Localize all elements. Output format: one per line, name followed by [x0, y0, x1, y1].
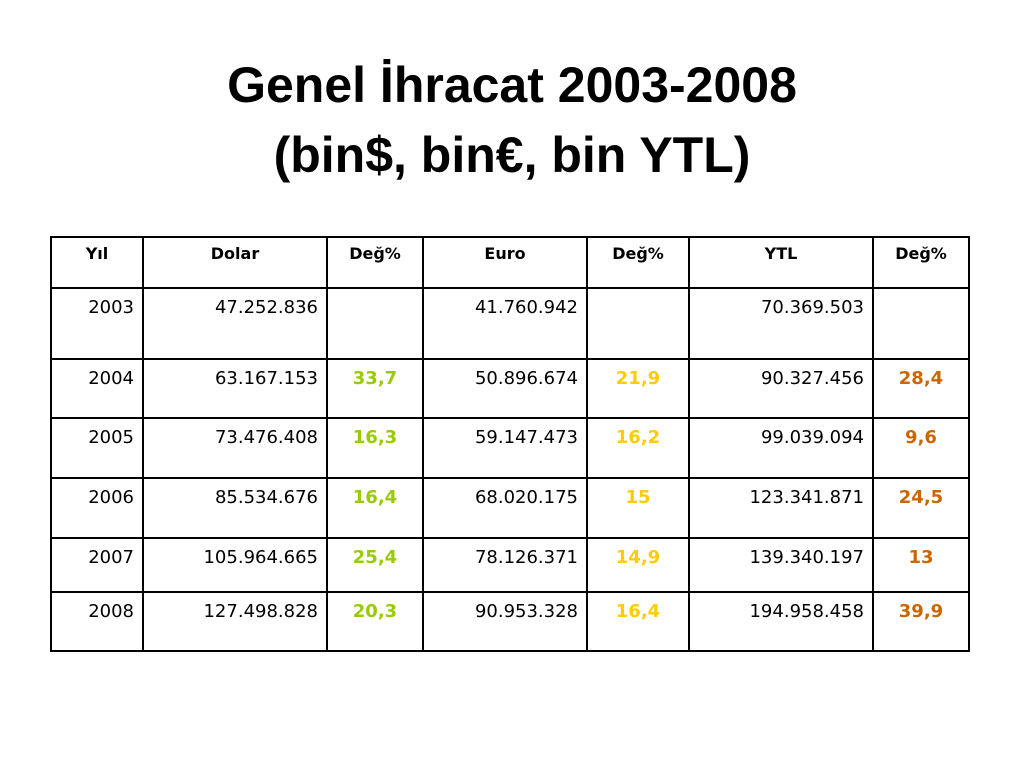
change-cell: 21,9: [586, 358, 690, 419]
change-cell: [872, 287, 970, 360]
change-cell: 14,9: [586, 537, 690, 593]
header-row: Yıl Dolar Değ% Euro Değ% YTL Değ%: [50, 236, 970, 289]
change-cell: 16,2: [586, 417, 690, 479]
table-row: 2008 127.498.828 20,3 90.953.328 16,4 194.958…: [50, 591, 970, 652]
value-cell: 194.958.458: [688, 591, 874, 652]
value-cell: 78.126.371: [422, 537, 588, 593]
value-cell: 2007: [50, 537, 144, 593]
header-cell: Dolar: [142, 236, 328, 289]
header-cell: Değ%: [872, 236, 970, 289]
value-cell: 90.953.328: [422, 591, 588, 652]
export-table: Yıl Dolar Değ% Euro Değ% YTL Değ% 2003 47.252.8…: [50, 236, 970, 652]
value-cell: 68.020.175: [422, 477, 588, 539]
change-cell: 9,6: [872, 417, 970, 479]
value-cell: 2005: [50, 417, 144, 479]
value-cell: 2004: [50, 358, 144, 419]
change-cell: 15: [586, 477, 690, 539]
value-cell: 2003: [50, 287, 144, 360]
header-cell: YTL: [688, 236, 874, 289]
change-cell: 20,3: [326, 591, 424, 652]
change-cell: 28,4: [872, 358, 970, 419]
change-cell: 16,3: [326, 417, 424, 479]
value-cell: 139.340.197: [688, 537, 874, 593]
value-cell: 50.896.674: [422, 358, 588, 419]
title-line: Genel İhracat 2003-2008: [227, 57, 797, 113]
header-cell: Euro: [422, 236, 588, 289]
change-cell: 33,7: [326, 358, 424, 419]
change-cell: 16,4: [326, 477, 424, 539]
value-cell: 2008: [50, 591, 144, 652]
value-cell: 41.760.942: [422, 287, 588, 360]
value-cell: 73.476.408: [142, 417, 328, 479]
title-line: (bin$, bin€, bin YTL): [273, 127, 751, 183]
value-cell: 85.534.676: [142, 477, 328, 539]
table-row: 2005 73.476.408 16,3 59.147.473 16,2 99.039.0…: [50, 417, 970, 479]
value-cell: 47.252.836: [142, 287, 328, 360]
value-cell: 2006: [50, 477, 144, 539]
value-cell: 99.039.094: [688, 417, 874, 479]
value-cell: 70.369.503: [688, 287, 874, 360]
change-cell: 13: [872, 537, 970, 593]
change-cell: 25,4: [326, 537, 424, 593]
value-cell: 59.147.473: [422, 417, 588, 479]
table-row: 2004 63.167.153 33,7 50.896.674 21,9 90.327.4…: [50, 358, 970, 419]
header-cell: Değ%: [326, 236, 424, 289]
table-row: 2006 85.534.676 16,4 68.020.175 15 123.341.87…: [50, 477, 970, 539]
value-cell: 90.327.456: [688, 358, 874, 419]
value-cell: 63.167.153: [142, 358, 328, 419]
change-cell: [326, 287, 424, 360]
table-row: 2007 105.964.665 25,4 78.126.371 14,9 139.340…: [50, 537, 970, 593]
change-cell: 24,5: [872, 477, 970, 539]
change-cell: 16,4: [586, 591, 690, 652]
table-row: 2003 47.252.836 41.760.942 70.369.503: [50, 287, 970, 360]
value-cell: 127.498.828: [142, 591, 328, 652]
change-cell: [586, 287, 690, 360]
value-cell: 123.341.871: [688, 477, 874, 539]
header-cell: Değ%: [586, 236, 690, 289]
value-cell: 105.964.665: [142, 537, 328, 593]
change-cell: 39,9: [872, 591, 970, 652]
header-cell: Yıl: [50, 236, 144, 289]
